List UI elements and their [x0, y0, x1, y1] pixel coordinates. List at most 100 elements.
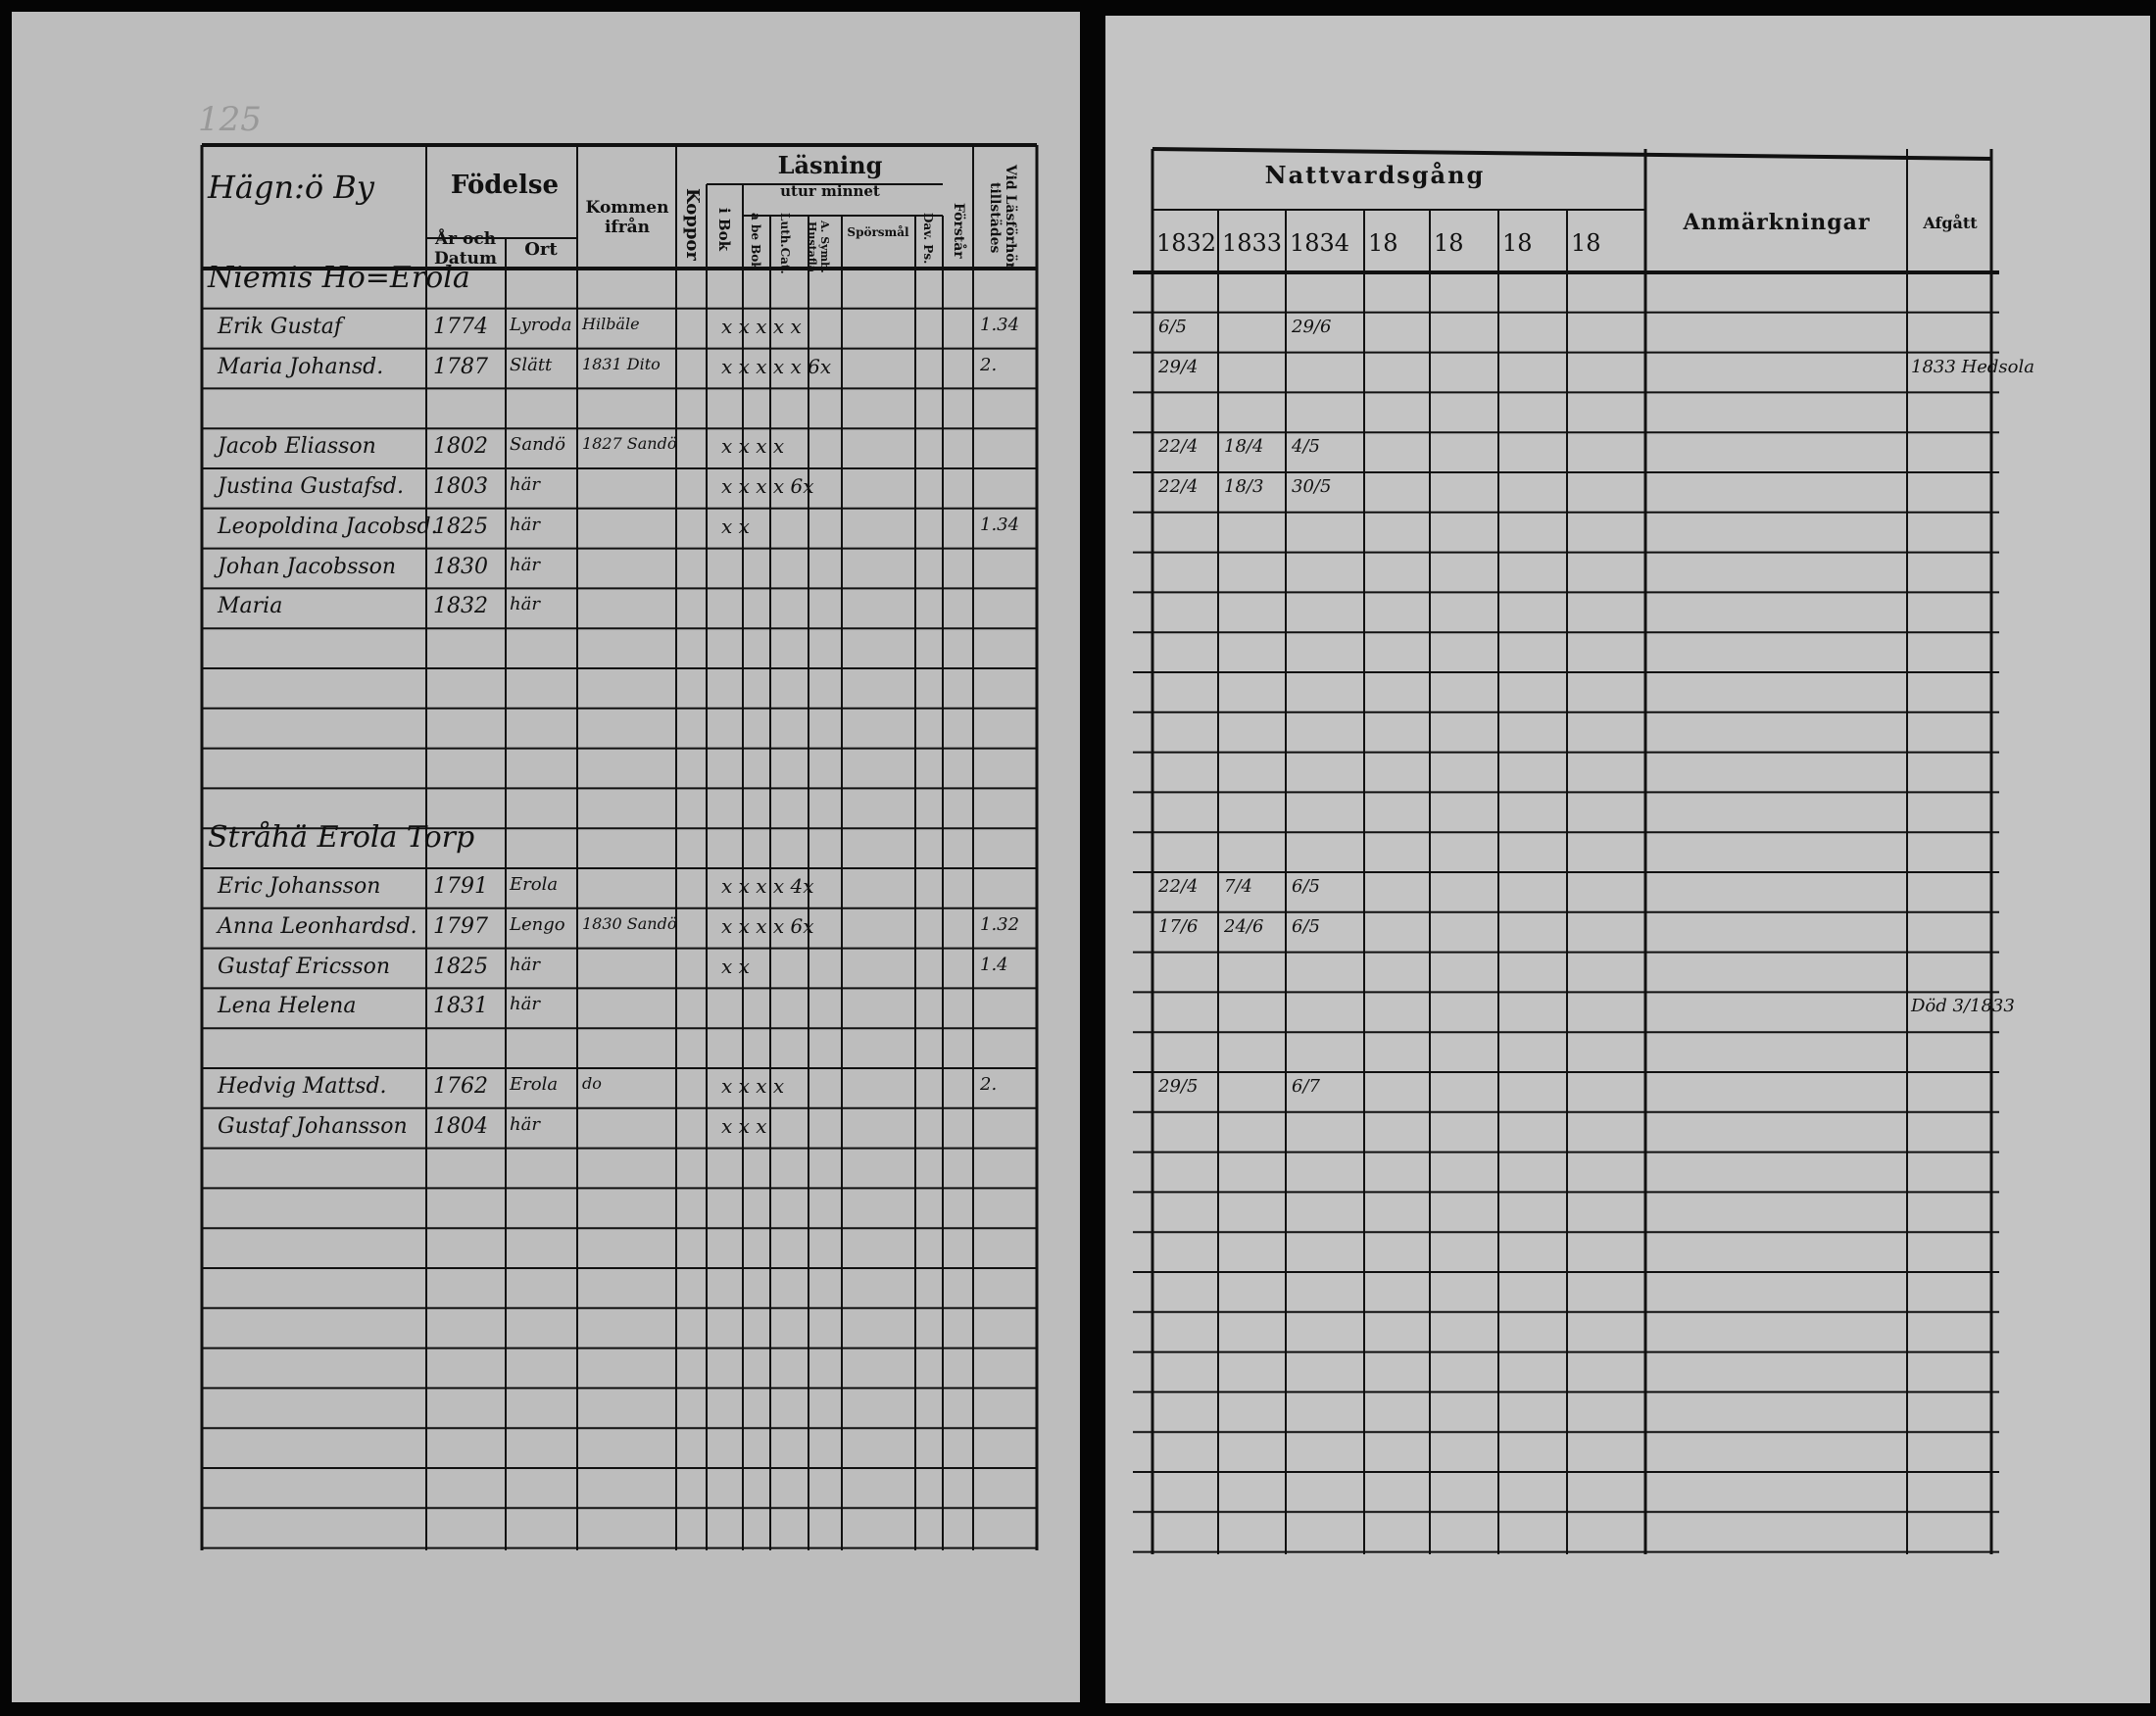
entry-exam-note: 2.	[980, 354, 998, 375]
entry-name: Gustaf Ericsson	[218, 954, 391, 979]
communion-1833: 18/4	[1224, 436, 1264, 458]
entry-moved-from: 1831 Dito	[582, 354, 661, 373]
entry-birth-place: här	[510, 474, 540, 495]
header-anmarkningar: Anmärkningar	[1683, 210, 1871, 235]
entry-birth-year: 1762	[433, 1074, 488, 1099]
communion-1832: 29/5	[1158, 1076, 1199, 1097]
header-a-symb-hustafla: A. Symb. Hustafla	[806, 221, 831, 273]
communion-1832: 22/4	[1158, 476, 1199, 497]
entry-exam-note: 1.4	[980, 954, 1008, 975]
communion-1834: 6/5	[1292, 915, 1320, 937]
header-a-be-bok: a be Bok	[749, 213, 762, 270]
entry-birth-year: 1803	[433, 474, 488, 499]
header-i-bok: i Bok	[715, 208, 733, 251]
entry-birth-place: här	[510, 514, 540, 535]
entry-moved-from: Hilbäle	[582, 314, 640, 333]
entry-birth-place: Lyroda	[510, 314, 572, 335]
entry-birth-place: Lengo	[510, 913, 565, 935]
entry-reading-marks: x x x x x 6x	[721, 354, 832, 378]
entry-birth-place: här	[510, 594, 540, 615]
year-header: 18	[1368, 229, 1398, 257]
header-nattvardsgang: Nattvardsgång	[1264, 161, 1486, 189]
village-name: Hägn:ö By	[208, 169, 374, 206]
header-ort: Ort	[524, 239, 558, 260]
entry-exam-note: 1.34	[980, 514, 1020, 535]
right-page: Nattvardsgång 1832 1833 1834 18 18 18 18 Anmär…	[1105, 16, 2150, 1703]
entry-name: Maria Johansd.	[218, 354, 384, 379]
entry-reading-marks: x x x x 4x	[721, 874, 814, 898]
entry-reading-marks: x x x x 6x	[721, 474, 814, 498]
section-title: Niemis Ho=Erola	[208, 261, 470, 295]
entry-name: Maria	[218, 594, 283, 619]
header-afgatt: Afgått	[1923, 214, 1978, 232]
entry-reading-marks: x x x x	[721, 434, 785, 459]
year-header: 18	[1571, 229, 1601, 257]
entry-name: Erik Gustaf	[218, 314, 343, 339]
entry-birth-place: här	[510, 954, 540, 975]
entry-reading-marks: x x	[721, 954, 750, 978]
communion-1833: 18/3	[1224, 476, 1264, 497]
header-sporsmal: Spörsmål	[847, 225, 909, 239]
entry-moved-from: 1827 Sandö	[582, 434, 677, 454]
entry-birth-place: Sandö	[510, 434, 566, 456]
entry-birth-year: 1825	[433, 954, 488, 979]
entry-birth-year: 1774	[433, 314, 488, 339]
communion-1834: 29/6	[1292, 316, 1332, 337]
entry-birth-place: Slätt	[510, 354, 553, 375]
communion-1834: 6/5	[1292, 876, 1320, 897]
entry-birth-year: 1825	[433, 514, 488, 539]
entry-moved-from: 1830 Sandö	[582, 913, 677, 933]
entry-name: Justina Gustafsd.	[218, 474, 404, 499]
entry-reading-marks: x x	[721, 514, 750, 538]
year-header: 1834	[1290, 229, 1350, 257]
entry-reading-marks: x x x x	[721, 1074, 785, 1098]
communion-1834: 30/5	[1292, 476, 1332, 497]
entry-birth-year: 1787	[433, 354, 488, 379]
entry-name: Anna Leonhardsd.	[218, 913, 417, 939]
left-table-grid	[200, 143, 1039, 1550]
header-kommen-ifran: Kommen ifrån	[585, 198, 669, 237]
communion-1834: 6/7	[1292, 1076, 1320, 1097]
section-title: Stråhä Erola Torp	[208, 820, 475, 856]
entry-exam-note: 1.32	[980, 913, 1020, 935]
entry-name: Gustaf Johansson	[218, 1113, 408, 1139]
communion-1832: 6/5	[1158, 316, 1187, 337]
table-top-border	[1152, 147, 1992, 161]
header-forstar: Förstår	[951, 203, 966, 259]
entry-reading-marks: x x x x x	[721, 314, 802, 338]
entry-moved-from: do	[582, 1074, 602, 1093]
entry-exam-note: 1.34	[980, 314, 1020, 335]
entry-birth-year: 1804	[433, 1113, 488, 1139]
entry-afgatt: Död 3/1833	[1911, 996, 2015, 1017]
entry-birth-year: 1791	[433, 874, 488, 899]
entry-birth-year: 1802	[433, 434, 488, 460]
communion-1832: 22/4	[1158, 436, 1199, 458]
entry-afgatt: 1833 Hedsola	[1911, 356, 2034, 377]
header-utur-minnet: utur minnet	[780, 182, 880, 200]
communion-1833: 24/6	[1224, 915, 1264, 937]
communion-1832: 22/4	[1158, 876, 1199, 897]
header-luth-cat: Luth.Cat.	[778, 213, 792, 274]
entry-birth-year: 1832	[433, 594, 488, 619]
entry-birth-place: här	[510, 994, 540, 1015]
header-vid-lasforhor: Vid Läsförhör tillstädes	[987, 165, 1018, 270]
year-header: 18	[1502, 229, 1533, 257]
left-page: Födelse 125 Hägn:ö By År och Datum Ort K…	[12, 12, 1080, 1702]
entry-name: Hedvig Mattsd.	[218, 1074, 387, 1099]
entry-reading-marks: x x x x 6x	[721, 913, 814, 938]
entry-birth-year: 1831	[433, 994, 488, 1019]
entry-birth-year: 1797	[433, 913, 488, 939]
header-ar-och-datum: År och Datum	[434, 229, 497, 269]
header-foedelse: Födelse	[450, 171, 560, 200]
year-header: 1832	[1156, 229, 1217, 257]
communion-1834: 4/5	[1292, 436, 1320, 458]
header-lasning: Läsning	[777, 151, 883, 179]
entry-name: Lena Helena	[218, 994, 357, 1019]
entry-name: Jacob Eliasson	[218, 434, 376, 460]
entry-birth-place: Erola	[510, 874, 559, 895]
entry-reading-marks: x x x	[721, 1113, 767, 1138]
entry-name: Johan Jacobsson	[218, 554, 397, 579]
communion-1833: 7/4	[1224, 876, 1252, 897]
entry-birth-place: här	[510, 554, 540, 575]
header-dav-ps: Dav. Ps.	[921, 213, 935, 265]
